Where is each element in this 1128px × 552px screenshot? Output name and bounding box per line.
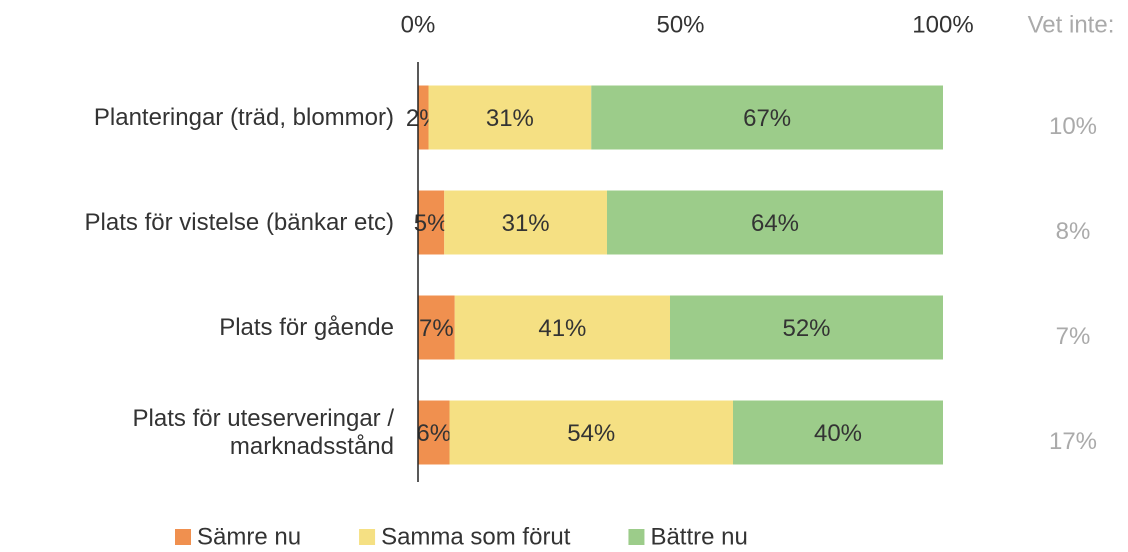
- data-label: 6%: [416, 420, 451, 447]
- category-label: Plats för uteserveringar / marknadsstånd: [132, 404, 394, 460]
- dont-know-value: 8%: [1056, 218, 1091, 245]
- bar-segment: [449, 400, 733, 465]
- data-label: 40%: [814, 420, 862, 447]
- dont-know-value: 7%: [1056, 323, 1091, 350]
- data-label: 54%: [567, 420, 615, 447]
- bar-segment: [418, 85, 429, 150]
- bar-segment: [444, 190, 607, 255]
- data-label: 31%: [502, 210, 550, 237]
- data-label: 67%: [743, 105, 791, 132]
- bar-segment: [670, 295, 943, 360]
- x-tick-label: 0%: [401, 11, 436, 38]
- legend-label: Bättre nu: [650, 523, 747, 550]
- bar-segment: [418, 190, 445, 255]
- data-label: 7%: [419, 315, 454, 342]
- category-label: Plats för vistelse (bänkar etc): [84, 208, 394, 236]
- legend-label: Sämre nu: [197, 523, 301, 550]
- bar-segment: [607, 190, 943, 255]
- data-label: 64%: [751, 210, 799, 237]
- data-label: 52%: [782, 315, 830, 342]
- legend-swatch: [359, 529, 376, 545]
- bar-segment: [418, 400, 450, 465]
- bar-segment: [733, 400, 943, 465]
- bar-segment: [454, 295, 670, 360]
- data-label: 41%: [538, 315, 586, 342]
- dont-know-value: 10%: [1049, 113, 1097, 140]
- data-label: 5%: [414, 210, 449, 237]
- x-tick-label: 50%: [656, 11, 704, 38]
- category-label: Plats för gående: [219, 313, 394, 341]
- legend-swatch: [628, 529, 645, 545]
- dont-know-header: Vet inte:: [1028, 11, 1115, 38]
- bar-segment: [418, 295, 455, 360]
- bar-segment: [428, 85, 592, 150]
- bar-segment: [591, 85, 943, 150]
- legend-swatch: [175, 529, 191, 545]
- x-tick-label: 100%: [912, 11, 973, 38]
- dont-know-value: 17%: [1049, 428, 1097, 455]
- data-label: 31%: [486, 105, 534, 132]
- category-label: Planteringar (träd, blommor): [93, 103, 394, 131]
- legend-label: Samma som förut: [381, 523, 571, 550]
